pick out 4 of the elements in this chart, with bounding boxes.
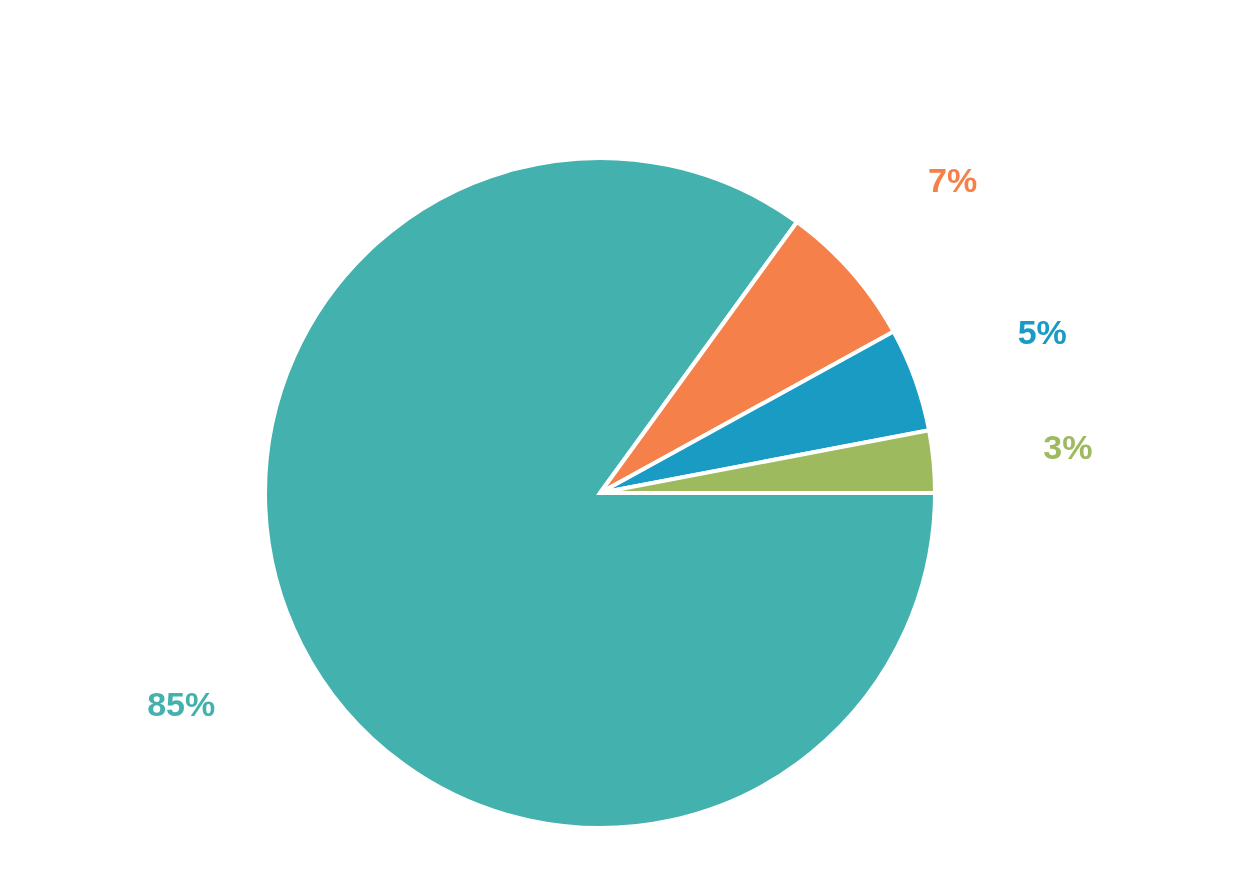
data-label: 5% bbox=[1017, 312, 1067, 351]
data-label: 7% bbox=[927, 161, 978, 200]
data-label: 3% bbox=[1043, 427, 1093, 466]
data-label: 85% bbox=[147, 685, 216, 724]
